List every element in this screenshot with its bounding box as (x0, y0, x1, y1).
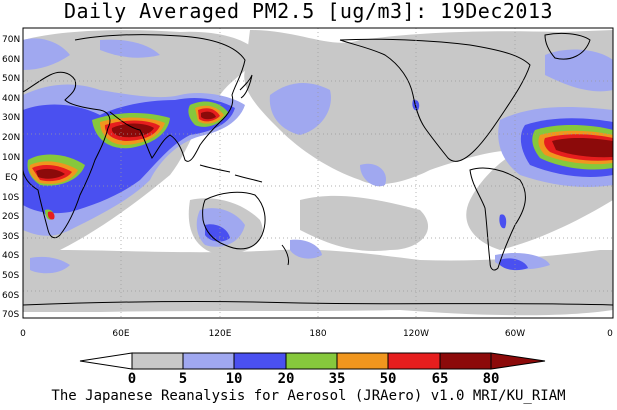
lat-tick-label: 10N (2, 153, 20, 163)
lat-tick-label: EQ (5, 173, 18, 183)
coastlines (23, 32, 613, 306)
colorbar-tick-label: 10 (226, 371, 243, 387)
colorbar-swatch (387, 352, 441, 370)
lon-tick-label: 60W (505, 329, 525, 339)
lat-tick-label: 50S (2, 271, 19, 281)
colorbar-tick-label: 20 (278, 371, 295, 387)
colorbar: 0 5 10 20 35 50 65 80 (79, 352, 546, 387)
colorbar-tick-label: 80 (483, 371, 500, 387)
map-title: Daily Averaged PM2.5 [ug/m3]: 19Dec2013 (63, 0, 554, 23)
lon-tick-label: 0 (607, 329, 613, 339)
lat-tick-label: 30S (2, 232, 19, 242)
data-source-credit: The Japanese Reanalysis for Aerosol (JRA… (51, 388, 566, 404)
latitude-axis: 70N 60N 50N 40N 30N 20N 10N EQ 10S 20S 3… (2, 35, 20, 320)
colorbar-tick-label: 5 (179, 371, 187, 387)
colorbar-swatch (439, 352, 492, 370)
colorbar-tick-label: 35 (329, 371, 346, 387)
lat-tick-label: 50N (2, 74, 20, 84)
lon-tick-label: 180 (309, 329, 326, 339)
colorbar-swatch (336, 352, 389, 370)
lat-tick-label: 20N (2, 133, 20, 143)
colorbar-swatch (233, 352, 287, 370)
map-frame (22, 27, 614, 319)
lat-tick-label: 40S (2, 251, 19, 261)
pm25-over-80-shading (36, 111, 613, 179)
pm25-field (23, 30, 613, 316)
lat-tick-label: 60S (2, 291, 19, 301)
colorbar-tick-label: 50 (380, 371, 397, 387)
colorbar-low-arrow (79, 352, 133, 370)
colorbar-swatch (285, 352, 338, 370)
lat-tick-label: 70N (2, 35, 20, 45)
lon-tick-label: 60E (112, 329, 129, 339)
longitude-axis: 0 60E 120E 180 120W 60W 0 (20, 329, 613, 339)
lon-tick-label: 120W (403, 329, 429, 339)
colorbar-high-arrow (490, 352, 546, 370)
lat-tick-label: 20S (2, 212, 19, 222)
lat-tick-label: 40N (2, 94, 20, 104)
colorbar-tick-label: 0 (128, 371, 136, 387)
lon-tick-label: 0 (20, 329, 26, 339)
grid-lines (23, 28, 613, 318)
lat-tick-label: 70S (2, 310, 19, 320)
colorbar-swatch (182, 352, 235, 370)
lat-tick-label: 30N (2, 113, 20, 123)
lat-tick-label: 60N (2, 55, 20, 65)
lon-tick-label: 120E (209, 329, 232, 339)
lat-tick-label: 10S (2, 193, 19, 203)
colorbar-tick-label: 65 (432, 371, 449, 387)
colorbar-swatch (131, 352, 184, 370)
